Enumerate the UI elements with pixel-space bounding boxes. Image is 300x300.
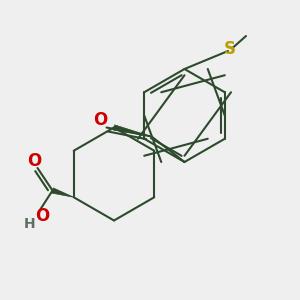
Text: S: S xyxy=(224,40,236,58)
Text: O: O xyxy=(35,207,49,225)
Polygon shape xyxy=(52,188,74,197)
Text: H: H xyxy=(24,217,36,230)
Polygon shape xyxy=(113,125,152,136)
Text: O: O xyxy=(27,152,42,169)
Text: O: O xyxy=(93,111,108,129)
